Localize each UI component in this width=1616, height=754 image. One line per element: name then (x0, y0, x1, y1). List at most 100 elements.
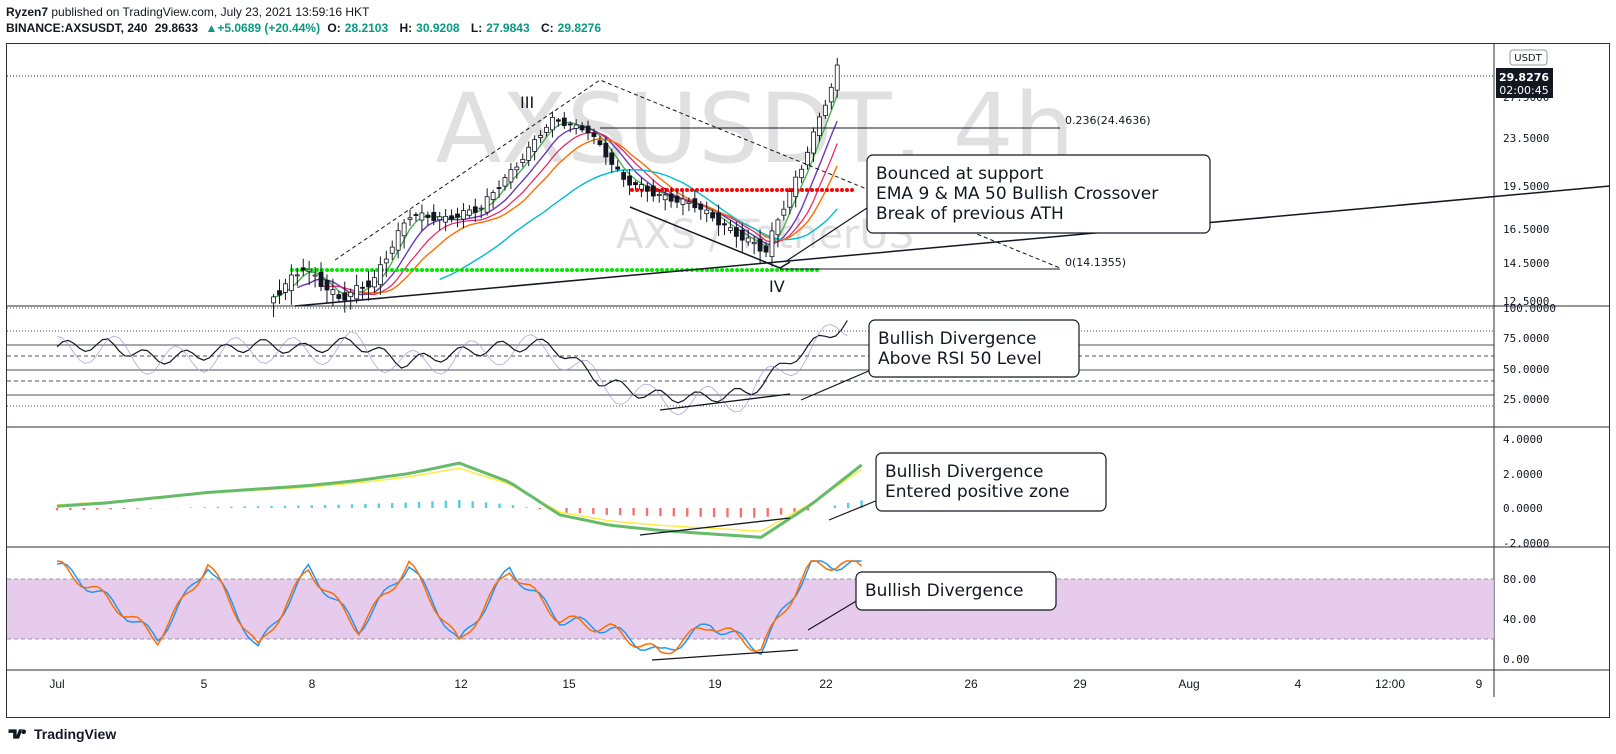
macd-histogram-bar (578, 508, 582, 514)
candle-bear (603, 142, 609, 158)
support-dot (495, 268, 499, 272)
support-dot (500, 268, 504, 272)
macd-histogram-bar (203, 507, 206, 508)
candle-bull (793, 176, 799, 198)
support-dot (480, 268, 484, 272)
support-dot (505, 268, 509, 272)
macd-divergence-line (639, 517, 791, 536)
time-tick: Aug (1178, 677, 1199, 691)
macd-signal-line (56, 467, 862, 532)
support-dot (565, 268, 569, 272)
time-tick: 15 (562, 677, 576, 691)
resistance-dot (700, 188, 704, 192)
candle-bull (526, 146, 532, 161)
resistance-dot (765, 188, 769, 192)
support-dot (590, 268, 594, 272)
candle-bull (680, 198, 686, 205)
time-tick: 8 (309, 677, 316, 691)
support-dot (735, 268, 739, 272)
macd-histogram-bar (511, 505, 515, 508)
candle-bull (490, 192, 496, 200)
candle-bull (822, 104, 828, 116)
support-dot (350, 268, 354, 272)
support-dot (370, 268, 374, 272)
macd-histogram-bar (538, 508, 541, 510)
price-change: ▲+5.0689 (+20.44%) (205, 21, 321, 35)
resistance-dot (725, 188, 729, 192)
macd-histogram-bar (404, 502, 407, 508)
resistance-dot (630, 188, 634, 192)
candle-bull (544, 126, 549, 133)
support-dot (630, 268, 634, 272)
stoch-d-line (56, 560, 863, 655)
candle-bear (277, 290, 282, 296)
callout-pointer (784, 205, 871, 263)
candle-bear (733, 227, 739, 237)
candle-bear (366, 280, 371, 288)
support-dot (620, 268, 624, 272)
price-tick: 12.5000 (1503, 295, 1549, 308)
publisher-name[interactable]: Ryzen7 (6, 5, 49, 19)
time-tick: 29 (1073, 677, 1087, 691)
candle-bull (532, 139, 538, 152)
support-dot (775, 268, 779, 272)
macd-histogram-bar (189, 507, 193, 508)
candle-bull (538, 135, 543, 138)
candle-bull (781, 208, 787, 216)
candle-bull (502, 177, 508, 187)
support-dot (325, 268, 329, 272)
candle-bear (324, 280, 330, 291)
candle-bull (769, 230, 775, 258)
time-tick: 19 (708, 677, 722, 691)
candle-bear (591, 132, 597, 137)
callout-pointer (807, 599, 859, 631)
support-dot (400, 268, 404, 272)
candle-bear (668, 193, 674, 202)
candle-bear (585, 125, 591, 134)
support-dot (710, 268, 714, 272)
support-dot (570, 268, 574, 272)
macd-histogram-bar (323, 504, 327, 508)
tradingview-footer[interactable]: TradingView (8, 726, 116, 742)
support-dot (755, 268, 759, 272)
macd-tick: 2.0000 (1503, 468, 1543, 481)
price-tick: 14.5000 (1503, 257, 1549, 270)
candle-bull (288, 274, 294, 292)
resistance-dot (850, 188, 854, 192)
support-dot (635, 268, 639, 272)
support-dot (490, 268, 494, 272)
support-dot (445, 268, 449, 272)
macd-histogram-bar (672, 508, 676, 517)
support-dot (435, 268, 439, 272)
macd-histogram-bar (726, 508, 729, 518)
candle-bull (787, 191, 793, 208)
macd-histogram-bar (377, 503, 381, 508)
candle-bull (639, 184, 644, 190)
resistance-dot (715, 188, 719, 192)
last-price: 29.8633 (154, 21, 199, 35)
macd-histogram-bar (632, 508, 635, 516)
support-dot (430, 268, 434, 272)
rsi-tick: 75.0000 (1503, 332, 1549, 345)
macd-histogram-bar (283, 505, 287, 508)
support-dot (475, 268, 479, 272)
candle-bull (389, 246, 395, 254)
currency-text: USDT (1514, 53, 1542, 64)
candle-bull (834, 64, 840, 91)
support-dot (655, 268, 659, 272)
support-dot (515, 268, 519, 272)
support-dot (545, 268, 549, 272)
resistance-dot (805, 188, 809, 192)
support-dot (535, 268, 539, 272)
chart-header: Ryzen7 published on TradingView.com, Jul… (6, 4, 609, 36)
resistance-dot (810, 188, 814, 192)
callout-pointer (800, 369, 872, 401)
resistance-dot (655, 188, 659, 192)
support-dot (415, 268, 419, 272)
candle-bull (372, 277, 377, 288)
support-dot (330, 268, 334, 272)
macd-histogram-bar (833, 505, 836, 508)
macd-histogram-bar (471, 501, 474, 508)
